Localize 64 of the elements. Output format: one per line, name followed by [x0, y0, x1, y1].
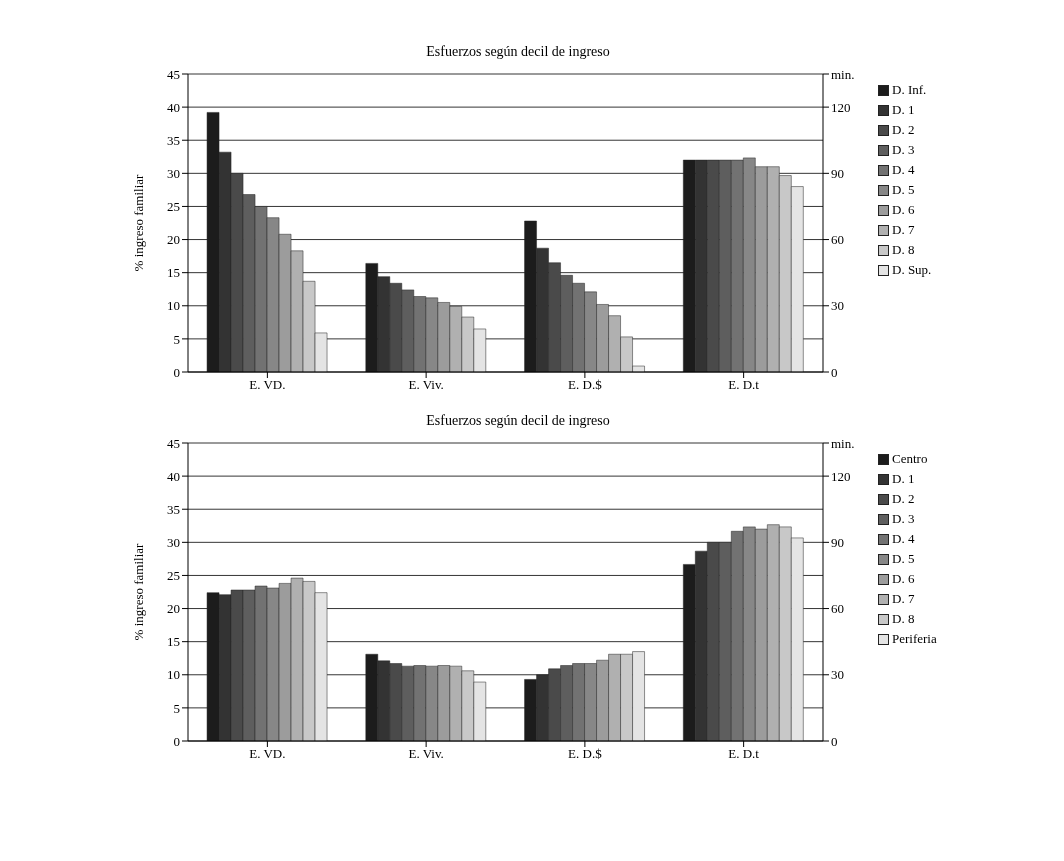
legend-label: D. 8 — [892, 242, 915, 258]
x-tick-label: E. Viv. — [408, 377, 444, 393]
y-tick-label: 5 — [173, 331, 180, 347]
y-tick-label: 35 — [167, 132, 180, 148]
y-tick-label: 30 — [167, 165, 180, 181]
x-tick-label: E. Viv. — [408, 746, 444, 762]
y2-tick-label: 60 — [831, 232, 844, 248]
y-axis-title: % ingreso familiar — [130, 173, 146, 272]
y2-tick-label: min. — [831, 435, 855, 451]
legend-label: D. 6 — [892, 202, 915, 218]
y-tick-label: 0 — [173, 733, 180, 749]
y2-tick-label: 0 — [831, 364, 838, 380]
y-tick-label: 25 — [167, 199, 180, 215]
y-tick-label: 5 — [173, 700, 180, 716]
x-tick-label: E. D.t — [728, 377, 760, 393]
y2-tick-label: 120 — [831, 99, 851, 115]
legend-label: D. 7 — [892, 222, 915, 238]
y-tick-label: 15 — [167, 634, 180, 650]
legend-label: D. 8 — [892, 611, 915, 627]
y2-tick-label: 120 — [831, 468, 851, 484]
legend-label: D. 6 — [892, 571, 915, 587]
y-tick-label: 40 — [167, 99, 180, 115]
legend-label: Centro — [892, 451, 928, 467]
legend-label: D. 3 — [892, 142, 915, 158]
legend-label: D. 2 — [892, 491, 915, 507]
y2-tick-label: 30 — [831, 298, 844, 314]
legend-label: Periferia — [892, 631, 937, 647]
x-tick-label: E. VD. — [249, 377, 286, 393]
legend-label: D. Inf. — [892, 82, 927, 98]
chart-title: Esfuerzos según decil de ingreso — [425, 44, 611, 60]
y-axis-title: % ingreso familiar — [130, 542, 146, 641]
y-tick-label: 45 — [167, 66, 180, 82]
y2-tick-label: 30 — [831, 667, 844, 683]
y2-tick-label: min. — [831, 66, 855, 82]
y2-tick-label: 60 — [831, 601, 844, 617]
chart-title: Esfuerzos según decil de ingreso — [425, 413, 611, 429]
y-tick-label: 10 — [167, 298, 180, 314]
legend-label: D. 4 — [892, 531, 915, 547]
y-tick-label: 25 — [167, 568, 180, 584]
y2-tick-label: 90 — [831, 165, 844, 181]
y-tick-label: 10 — [167, 667, 180, 683]
y-tick-label: 0 — [173, 364, 180, 380]
y-tick-label: 40 — [167, 468, 180, 484]
legend-label: D. 3 — [892, 511, 915, 527]
x-tick-label: E. D.t — [728, 746, 760, 762]
legend-label: D. 5 — [892, 551, 915, 567]
y-tick-label: 20 — [167, 601, 180, 617]
x-tick-label: E. D.$ — [568, 746, 603, 762]
y-tick-label: 45 — [167, 435, 180, 451]
x-tick-label: E. D.$ — [568, 377, 603, 393]
legend-label: D. 5 — [892, 182, 915, 198]
x-tick-label: E. VD. — [249, 746, 286, 762]
y-tick-label: 20 — [167, 232, 180, 248]
y-tick-label: 35 — [167, 501, 180, 517]
legend-label: D. Sup. — [892, 262, 932, 278]
legend-label: D. 1 — [892, 471, 915, 487]
legend-label: D. 7 — [892, 591, 915, 607]
y2-tick-label: 0 — [831, 733, 838, 749]
y-tick-label: 30 — [167, 534, 180, 550]
y2-tick-label: 90 — [831, 534, 844, 550]
legend-label: D. 2 — [892, 122, 915, 138]
legend-label: D. 4 — [892, 162, 915, 178]
y-tick-label: 15 — [167, 265, 180, 281]
legend-label: D. 1 — [892, 102, 915, 118]
